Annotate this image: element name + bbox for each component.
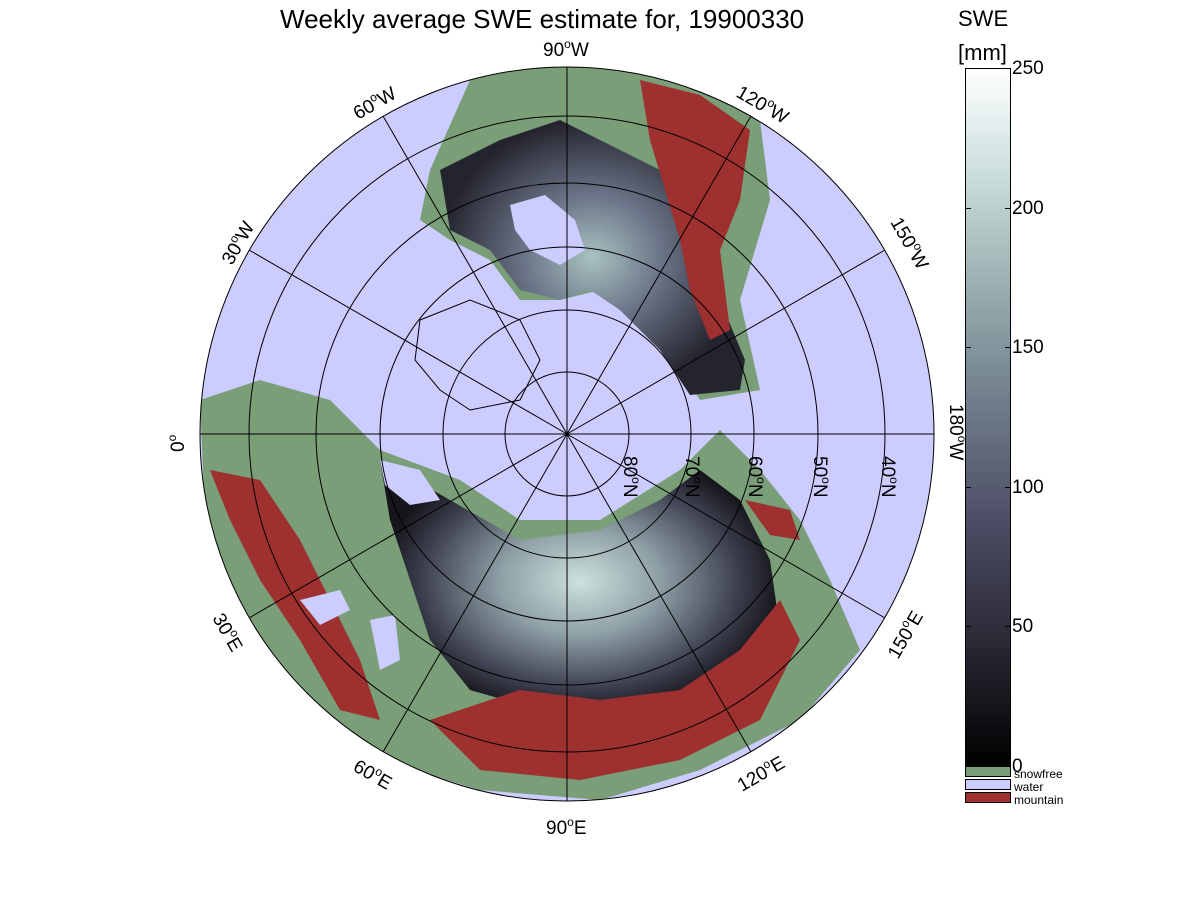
legend-label-mountain: mountain	[1014, 793, 1064, 807]
colorbar-tick-label: 250	[1012, 58, 1044, 79]
lat-label-80: 80oN	[619, 456, 643, 498]
legend-label-snowfree: snowfree	[1014, 767, 1063, 781]
scandinavia-gulf	[380, 460, 440, 505]
colorbar-tick-label: 150	[1012, 337, 1044, 359]
eurasia-snow	[380, 460, 780, 730]
colorbar-tick-label: 50	[1012, 616, 1034, 638]
mountain-east-asia	[745, 500, 800, 540]
lat-label-50: 50oN	[809, 456, 833, 498]
colorbar-frame	[965, 68, 1011, 766]
meridians	[200, 67, 934, 801]
legend-swatch-mountain	[965, 792, 1011, 803]
lat-label-40: 40oN	[877, 456, 901, 498]
lon-label-90W: 90oW	[543, 37, 589, 61]
lon-label-90E: 90oE	[546, 815, 587, 839]
colorbar-tick-mark	[1005, 207, 1011, 209]
map-title: Weekly average SWE estimate for, 1990033…	[280, 4, 805, 34]
legend-swatch-water	[965, 779, 1011, 790]
colorbar-tick-label: 0	[1012, 756, 1023, 777]
colorbar-tick-mark	[965, 347, 971, 349]
colorbar-tick-mark	[965, 68, 971, 69]
lat-label-70: 70oN	[681, 456, 705, 498]
colorbar-tick-mark	[1005, 486, 1011, 488]
black-sea	[300, 590, 350, 625]
map-border	[199, 66, 935, 802]
colorbar-tick-mark	[965, 626, 971, 628]
colorbar-tick-mark	[965, 207, 971, 209]
lon-label-150E: 150oE	[882, 606, 928, 662]
colorbar-tick-label: 200	[1012, 197, 1044, 219]
colorbar-tick-mark	[1005, 347, 1011, 349]
lon-label-60E: 60oE	[350, 754, 397, 795]
legend-label-water: water	[1014, 780, 1044, 794]
lon-label-180W: 180oW	[945, 404, 969, 460]
lon-label-30E: 30oE	[208, 609, 249, 656]
legend-swatch-snowfree	[965, 766, 1011, 777]
colorbar-tick-label: 100	[1012, 476, 1044, 498]
lon-label-0: 0o	[165, 434, 189, 452]
colorbar-gradient	[965, 68, 1011, 766]
colorbar-title-line2: [mm]	[958, 40, 1007, 65]
lat-label-60: 60oN	[744, 456, 768, 498]
colorbar-title-line1: SWE	[958, 6, 1009, 31]
colorbar-tick-mark	[1005, 68, 1011, 69]
mountain-himalaya	[430, 600, 800, 780]
mountain-europe	[210, 470, 380, 720]
colorbar-tick-mark	[965, 486, 971, 488]
caspian-sea	[370, 615, 400, 670]
colorbar-tick-mark	[1005, 626, 1011, 628]
greenland	[414, 299, 541, 411]
lon-label-150W: 150oW	[886, 213, 935, 274]
mountain-rockies	[640, 80, 750, 340]
